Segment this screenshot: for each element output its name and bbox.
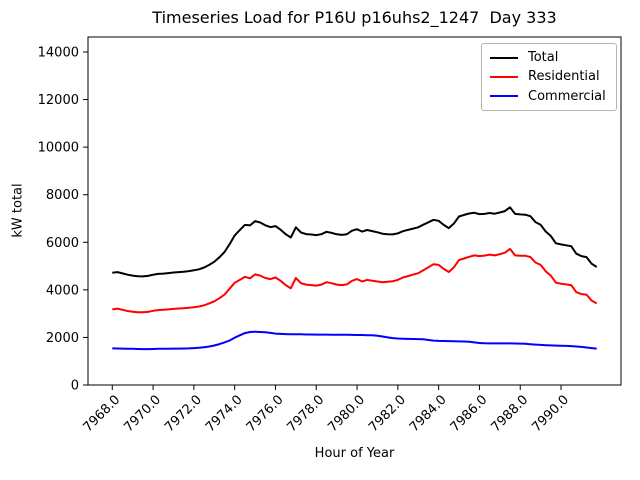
x-tick-label: 7976.0 [244, 392, 287, 435]
chart-title: Timeseries Load for P16U p16uhs2_1247 Da… [152, 8, 557, 27]
x-tick-label: 7978.0 [285, 392, 328, 435]
y-tick-label: 12000 [38, 93, 79, 108]
series-line-residential [112, 247, 598, 314]
legend: Total Residential Commercial [481, 43, 617, 111]
x-tick-label: 7972.0 [162, 392, 205, 435]
x-axis-label: Hour of Year [314, 446, 395, 461]
y-axis-label: kW total [10, 183, 26, 238]
legend-item-total: Total [490, 51, 612, 64]
x-tick-label: 7982.0 [366, 392, 409, 435]
legend-item-commercial: Commercial [490, 90, 612, 103]
x-tick-label: 7968.0 [81, 392, 124, 435]
legend-line-residential [490, 75, 518, 78]
x-tick-label: 7974.0 [203, 392, 246, 435]
y-tick-label: 2000 [46, 331, 79, 346]
y-tick-label: 4000 [46, 283, 79, 298]
axes-frame [87, 36, 622, 386]
y-tick-label: 6000 [46, 236, 79, 251]
legend-item-residential: Residential [490, 70, 612, 83]
y-tick-label: 0 [71, 379, 79, 394]
legend-label-total: Total [528, 50, 559, 66]
legend-line-total [490, 56, 518, 59]
legend-line-commercial [490, 95, 518, 98]
series-line-total [112, 206, 598, 278]
x-tick-label: 7970.0 [121, 392, 164, 435]
series-line-commercial [112, 330, 597, 351]
legend-label-residential: Residential [528, 69, 600, 85]
x-tick-label: 7988.0 [489, 392, 532, 435]
y-tick-label: 8000 [46, 188, 79, 203]
x-tick-label: 7986.0 [448, 392, 491, 435]
y-tick-label: 10000 [38, 141, 79, 156]
legend-label-commercial: Commercial [528, 88, 606, 104]
x-tick-label: 7990.0 [529, 392, 572, 435]
x-tick-label: 7984.0 [407, 392, 450, 435]
y-tick-label: 14000 [38, 45, 79, 60]
x-tick-label: 7980.0 [325, 392, 368, 435]
